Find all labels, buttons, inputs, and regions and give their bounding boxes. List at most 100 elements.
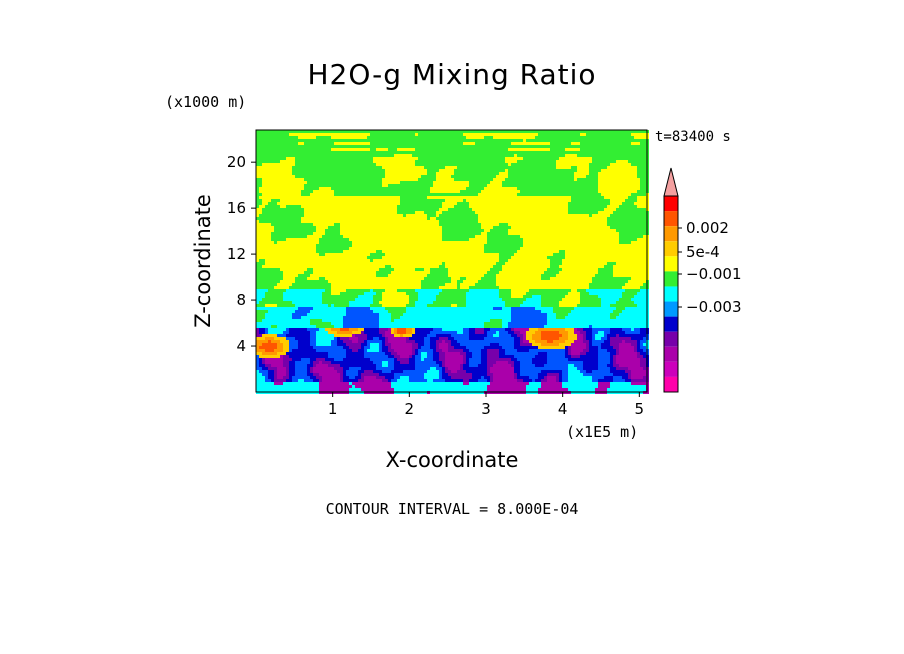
field-cell bbox=[487, 133, 490, 136]
field-cell bbox=[373, 175, 376, 178]
field-cell bbox=[601, 136, 604, 139]
field-cell bbox=[448, 178, 451, 181]
field-cell bbox=[421, 166, 424, 169]
field-cell bbox=[346, 211, 349, 214]
field-cell bbox=[544, 223, 547, 226]
field-cell bbox=[478, 205, 481, 208]
field-cell bbox=[298, 181, 301, 184]
field-cell bbox=[550, 136, 553, 139]
field-cell bbox=[379, 136, 382, 139]
field-cell bbox=[307, 223, 310, 226]
field-cell bbox=[535, 238, 538, 241]
field-cell bbox=[358, 130, 361, 133]
field-cell bbox=[508, 241, 511, 244]
field-cell bbox=[601, 238, 604, 241]
field-cell bbox=[523, 154, 526, 157]
field-cell bbox=[370, 238, 373, 241]
field-cell bbox=[358, 169, 361, 172]
field-cell bbox=[604, 163, 607, 166]
field-cell bbox=[526, 232, 529, 235]
field-cell bbox=[334, 220, 337, 223]
field-cell bbox=[256, 208, 259, 211]
field-cell bbox=[361, 238, 364, 241]
field-cell bbox=[310, 157, 313, 160]
field-cell bbox=[508, 145, 511, 148]
field-cell bbox=[547, 187, 550, 190]
field-cell bbox=[298, 151, 301, 154]
field-cell bbox=[313, 205, 316, 208]
field-cell bbox=[580, 163, 583, 166]
field-cell bbox=[607, 205, 610, 208]
field-cell bbox=[574, 154, 577, 157]
field-cell bbox=[430, 163, 433, 166]
field-cell bbox=[337, 238, 340, 241]
field-cell bbox=[631, 154, 634, 157]
field-cell bbox=[448, 169, 451, 172]
field-cell bbox=[304, 133, 307, 136]
field-cell bbox=[451, 208, 454, 211]
field-cell bbox=[454, 226, 457, 229]
field-cell bbox=[619, 205, 622, 208]
field-cell bbox=[445, 172, 448, 175]
field-cell bbox=[433, 226, 436, 229]
field-cell bbox=[382, 241, 385, 244]
field-cell bbox=[274, 241, 277, 244]
field-cell bbox=[361, 181, 364, 184]
field-cell bbox=[361, 241, 364, 244]
field-cell bbox=[601, 175, 604, 178]
field-cell bbox=[337, 223, 340, 226]
field-cell bbox=[265, 202, 268, 205]
field-cell bbox=[466, 163, 469, 166]
field-cell bbox=[319, 205, 322, 208]
field-cell bbox=[259, 208, 262, 211]
field-cell bbox=[397, 235, 400, 238]
field-cell bbox=[400, 214, 403, 217]
field-cell bbox=[628, 208, 631, 211]
field-cell bbox=[514, 232, 517, 235]
field-cell bbox=[259, 205, 262, 208]
field-cell bbox=[589, 208, 592, 211]
field-cell bbox=[361, 220, 364, 223]
field-cell bbox=[379, 214, 382, 217]
field-cell bbox=[493, 166, 496, 169]
field-cell bbox=[343, 193, 346, 196]
field-cell bbox=[553, 226, 556, 229]
field-cell bbox=[448, 238, 451, 241]
field-cell bbox=[484, 235, 487, 238]
field-cell bbox=[343, 229, 346, 232]
field-cell bbox=[598, 172, 601, 175]
field-cell bbox=[370, 199, 373, 202]
field-cell bbox=[259, 229, 262, 232]
field-cell bbox=[265, 220, 268, 223]
field-cell bbox=[382, 154, 385, 157]
field-cell bbox=[571, 217, 574, 220]
field-cell bbox=[463, 157, 466, 160]
field-cell bbox=[577, 220, 580, 223]
field-cell bbox=[373, 130, 376, 133]
field-cell bbox=[535, 178, 538, 181]
field-cell bbox=[373, 136, 376, 139]
field-cell bbox=[370, 157, 373, 160]
field-cell bbox=[466, 142, 469, 145]
field-cell bbox=[427, 238, 430, 241]
field-cell bbox=[355, 232, 358, 235]
field-cell bbox=[373, 160, 376, 163]
field-cell bbox=[499, 157, 502, 160]
field-cell bbox=[367, 154, 370, 157]
field-cell bbox=[388, 235, 391, 238]
field-cell bbox=[334, 223, 337, 226]
field-cell bbox=[427, 190, 430, 193]
field-cell bbox=[379, 226, 382, 229]
field-cell bbox=[469, 148, 472, 151]
field-cell bbox=[532, 223, 535, 226]
field-cell bbox=[589, 142, 592, 145]
field-cell bbox=[445, 223, 448, 226]
field-cell bbox=[637, 193, 640, 196]
field-cell bbox=[328, 169, 331, 172]
field-cell bbox=[439, 202, 442, 205]
field-cell bbox=[259, 142, 262, 145]
field-cell bbox=[388, 223, 391, 226]
field-cell bbox=[631, 199, 634, 202]
field-cell bbox=[391, 217, 394, 220]
field-cell bbox=[535, 172, 538, 175]
